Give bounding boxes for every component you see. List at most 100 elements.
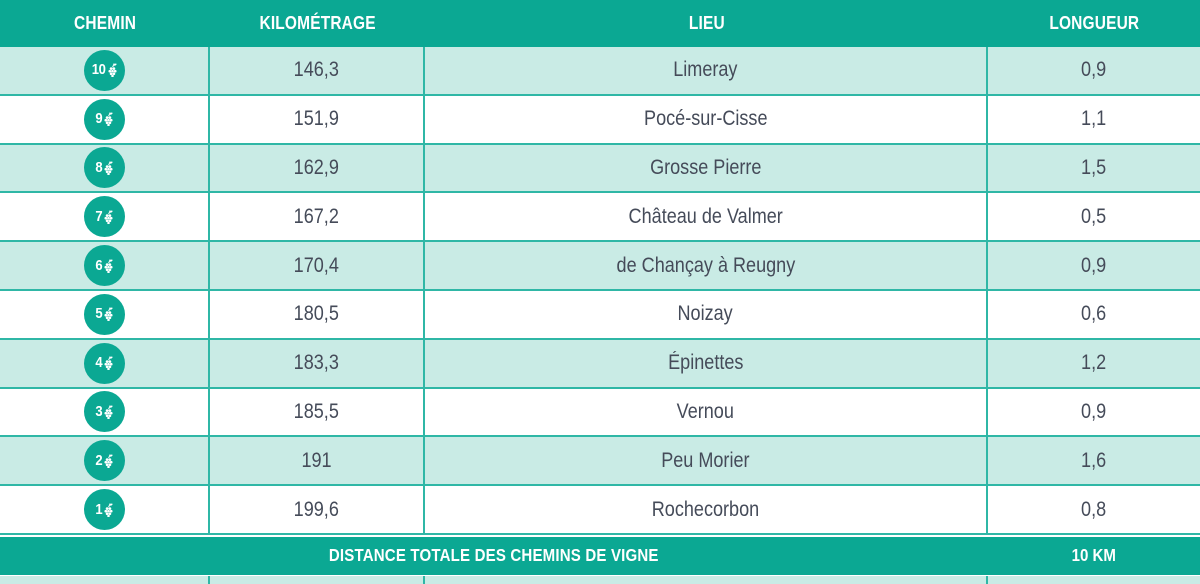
kilometrage-cell: 185,5 [210,388,425,436]
longueur-cell: 1,5 [988,145,1200,192]
chemin-number: 4 [95,355,103,372]
kilometrage-value: 191 [301,448,332,472]
kilometrage-value: 180,5 [293,302,340,326]
kilometrage-cell: 151,9 [210,95,425,143]
chemin-cell: 2 [0,437,210,485]
grape-bunch-icon [104,502,113,517]
longueur-value: 1,2 [1081,351,1107,375]
kilometrage-value: 185,5 [293,399,340,423]
chemin-number-badge: 3 [83,391,125,433]
kilometrage-cell: 199,6 [210,486,425,533]
column-header-kilometrage: KILOMÉTRAGE [259,13,376,33]
table-row: 6 170,4 [0,242,1200,291]
footer-divider [0,534,1200,537]
kilometrage-value: 146,3 [293,58,340,82]
grape-bunch-icon [104,209,113,224]
lieu-cell: Peu Morier [425,437,988,485]
lieu-cell: Château de Valmer [425,193,988,241]
chemin-number-badge: 10 [83,49,125,91]
longueur-value: 0,9 [1081,399,1107,423]
table-footer: DISTANCE TOTALE DES CHEMINS DE VIGNE 10 … [0,536,1200,575]
lieu-value: Grosse Pierre [649,155,762,179]
table-row: 8 162,9 [0,144,1200,194]
longueur-cell: 0,6 [988,291,1200,338]
longueur-value: 1,6 [1081,448,1107,472]
lieu-value: de Chançay à Reugny [616,253,795,277]
chemin-number-badge: 8 [83,147,125,189]
grape-bunch-icon [104,453,113,468]
column-header-longueur: LONGUEUR [1049,13,1139,33]
chemin-cell: 4 [0,339,210,387]
longueur-cell: 0,8 [988,486,1200,533]
chemin-number-badge: 6 [83,245,125,287]
table-row: 1 199,6 [0,486,1200,535]
grape-bunch-icon [108,63,117,78]
lieu-cell: Limeray [425,47,988,94]
grape-bunch-icon [104,356,113,371]
table-body: 10 146,3 [0,47,1200,535]
chemin-number: 1 [95,501,103,518]
lieu-cell: Pocé-sur-Cisse [425,95,988,143]
footer-total-label: DISTANCE TOTALE DES CHEMINS DE VIGNE [329,545,659,566]
longueur-value: 0,8 [1081,497,1107,521]
table-header: CHEMIN KILOMÉTRAGE LIEU LONGUEUR [0,0,1200,47]
chemin-cell: 1 [0,486,210,533]
partial-row-strip [0,574,1200,584]
longueur-value: 0,5 [1081,204,1107,228]
lieu-value: Vernou [676,399,735,423]
kilometrage-value: 151,9 [293,107,340,131]
lieu-value: Rochecorbon [651,497,760,521]
table-row: 10 146,3 [0,47,1200,96]
kilometrage-value: 183,3 [293,351,340,375]
kilometrage-value: 199,6 [293,497,340,521]
lieu-cell: Rochecorbon [425,486,988,533]
chemin-number: 5 [95,306,103,323]
chemin-cell: 5 [0,290,210,338]
chemin-cell: 6 [0,242,210,289]
chemin-number-badge: 2 [83,440,125,482]
kilometrage-value: 167,2 [293,204,340,228]
lieu-value: Limeray [673,58,738,82]
chemin-number-badge: 4 [83,342,125,384]
table-row: 7 167,2 [0,193,1200,243]
longueur-cell: 1,1 [988,96,1200,143]
lieu-value: Peu Morier [661,448,750,472]
kilometrage-cell: 191 [210,437,425,485]
chemin-number: 7 [95,208,103,225]
lieu-value: Noizay [677,302,734,326]
grape-bunch-icon [104,112,113,127]
lieu-cell: Noizay [425,290,988,338]
table-row: 3 185,5 [0,388,1200,438]
kilometrage-cell: 146,3 [210,47,425,94]
chemin-cell: 9 [0,95,210,143]
longueur-value: 1,5 [1081,155,1107,179]
longueur-cell: 0,9 [988,242,1200,289]
longueur-cell: 0,5 [988,193,1200,240]
lieu-cell: Vernou [425,388,988,436]
longueur-value: 1,1 [1081,107,1107,131]
table-row: 5 180,5 [0,290,1200,340]
column-header-chemin: CHEMIN [73,13,137,33]
longueur-value: 0,9 [1081,253,1107,277]
kilometrage-cell: 180,5 [210,290,425,338]
kilometrage-cell: 170,4 [210,242,425,289]
lieu-cell: Grosse Pierre [425,144,988,192]
longueur-value: 0,9 [1081,58,1107,82]
kilometrage-cell: 162,9 [210,144,425,192]
kilometrage-value: 170,4 [293,253,340,277]
longueur-cell: 1,2 [988,340,1200,387]
longueur-value: 0,6 [1081,302,1107,326]
chemin-cell: 8 [0,144,210,192]
chemin-number-badge: 7 [83,196,125,238]
chemin-number: 6 [95,257,103,274]
table-row: 9 151,9 [0,95,1200,145]
kilometrage-cell: 167,2 [210,193,425,241]
longueur-cell: 0,9 [988,47,1200,94]
lieu-value: Château de Valmer [628,204,783,228]
kilometrage-cell: 183,3 [210,339,425,387]
longueur-cell: 1,6 [988,437,1200,484]
longueur-cell: 0,9 [988,389,1200,436]
grape-bunch-icon [104,307,113,322]
grape-bunch-icon [104,405,113,419]
